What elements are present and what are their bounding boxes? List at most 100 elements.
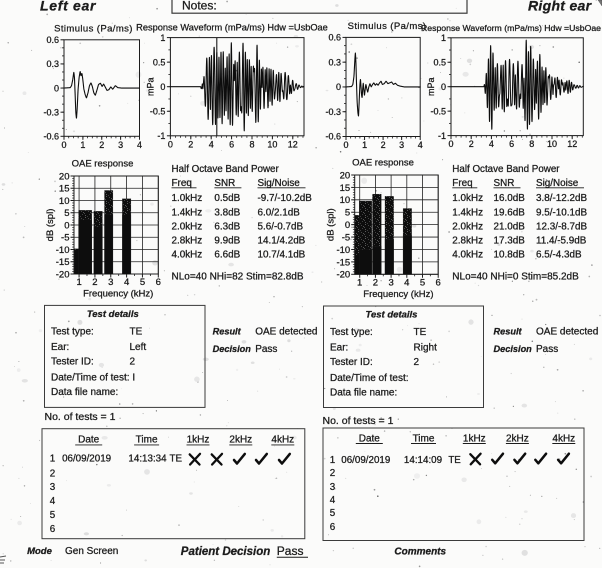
svg-text:Gen Screen: Gen Screen <box>65 546 118 557</box>
svg-text:15: 15 <box>59 184 70 195</box>
svg-text:14:14:09: 14:14:09 <box>404 455 442 466</box>
svg-text:dB (spl): dB (spl) <box>326 208 337 241</box>
svg-text:1kHz: 1kHz <box>463 433 486 444</box>
svg-text:1: 1 <box>76 277 81 288</box>
svg-text:2: 2 <box>50 468 55 479</box>
svg-text:16.0dB: 16.0dB <box>494 193 526 204</box>
svg-text:1: 1 <box>80 140 85 150</box>
svg-text:1: 1 <box>362 140 367 150</box>
svg-text:0: 0 <box>61 140 66 150</box>
svg-text:-10: -10 <box>336 245 350 256</box>
svg-text:4: 4 <box>404 277 409 288</box>
svg-text:6.0/2.1dB: 6.0/2.1dB <box>258 208 301 219</box>
svg-text:1: 1 <box>160 33 165 43</box>
svg-text:OAE response: OAE response <box>352 158 414 169</box>
svg-text:Half Octave Band Power: Half Octave Band Power <box>172 164 280 175</box>
svg-text:OAE response: OAE response <box>72 159 134 170</box>
svg-text:1kHz: 1kHz <box>187 435 210 446</box>
svg-text:19.6dB: 19.6dB <box>494 208 526 219</box>
svg-text:Frequency (kHz): Frequency (kHz) <box>83 289 153 300</box>
svg-text:15: 15 <box>340 183 351 194</box>
svg-text:Date/Time of test:: Date/Time of test: <box>330 373 409 384</box>
svg-text:2: 2 <box>414 357 420 368</box>
svg-text:10: 10 <box>340 195 351 206</box>
svg-text:0.6: 0.6 <box>46 35 59 45</box>
svg-text:1.4kHz: 1.4kHz <box>172 208 203 219</box>
svg-text:Result: Result <box>494 327 523 337</box>
svg-text:Test type:: Test type: <box>51 326 94 337</box>
svg-text:4: 4 <box>50 496 56 507</box>
svg-text:Half Octave Band Power: Half Octave Band Power <box>452 164 560 175</box>
svg-text:Notes:: Notes: <box>182 0 217 13</box>
svg-text:0.3: 0.3 <box>46 59 59 69</box>
svg-text:NLo=40 NHi=82 Stim=82.8dB: NLo=40 NHi=82 Stim=82.8dB <box>172 272 304 283</box>
svg-text:-15: -15 <box>56 257 70 268</box>
svg-text:mPa: mPa <box>145 77 155 96</box>
svg-text:21.0dB: 21.0dB <box>494 222 526 233</box>
svg-text:-0.5: -0.5 <box>150 107 166 117</box>
svg-text:2kHz: 2kHz <box>506 433 529 444</box>
svg-text:TE: TE <box>170 454 183 465</box>
svg-text:Sig/Noise: Sig/Noise <box>536 178 579 189</box>
svg-text:2.0kHz: 2.0kHz <box>452 222 483 233</box>
svg-text:dB (spl): dB (spl) <box>45 209 56 242</box>
svg-text:No. of tests = 1: No. of tests = 1 <box>45 411 116 423</box>
svg-text:0: 0 <box>448 139 453 149</box>
svg-text:Date: Date <box>78 435 100 446</box>
svg-text:4: 4 <box>137 140 142 150</box>
svg-text:20: 20 <box>59 171 70 182</box>
svg-text:mPa: mPa <box>426 77 436 96</box>
svg-text:5: 5 <box>140 277 145 288</box>
svg-text:OAE detected: OAE detected <box>536 327 598 338</box>
svg-text:2: 2 <box>469 139 474 149</box>
svg-text:3: 3 <box>330 482 336 493</box>
svg-text:1.0kHz: 1.0kHz <box>172 193 203 204</box>
svg-text:Sig/Noise: Sig/Noise <box>258 178 301 189</box>
svg-text:Date: Date <box>359 433 381 444</box>
svg-text:0: 0 <box>441 82 446 92</box>
svg-text:10.8dB: 10.8dB <box>494 250 526 261</box>
svg-text:-5: -5 <box>342 233 350 244</box>
svg-text:Ear:: Ear: <box>51 342 69 353</box>
svg-text:Patient Decision: Patient Decision <box>181 546 270 558</box>
svg-text:-0.5: -0.5 <box>430 106 446 116</box>
svg-text:0.5: 0.5 <box>153 57 166 67</box>
svg-text:20: 20 <box>340 170 351 181</box>
svg-text:6: 6 <box>156 277 161 288</box>
svg-text:1: 1 <box>357 277 362 288</box>
svg-text:Comments: Comments <box>394 547 446 558</box>
svg-text:TE: TE <box>448 455 461 466</box>
svg-text:4: 4 <box>209 139 214 149</box>
svg-text:-0.3: -0.3 <box>325 107 341 117</box>
svg-text:3: 3 <box>108 277 113 288</box>
svg-text:-0.6: -0.6 <box>43 132 59 142</box>
svg-text:4: 4 <box>418 140 423 150</box>
svg-text:10: 10 <box>59 196 70 207</box>
svg-text:0.3: 0.3 <box>328 57 341 67</box>
svg-text:Frequency (kHz): Frequency (kHz) <box>363 289 433 300</box>
svg-text:Time: Time <box>136 435 158 446</box>
svg-text:Result: Result <box>213 327 242 337</box>
svg-text:14:13:34: 14:13:34 <box>128 454 167 465</box>
svg-text:Freq: Freq <box>452 178 472 189</box>
svg-text:2.8kHz: 2.8kHz <box>452 236 483 247</box>
svg-text:17.3dB: 17.3dB <box>494 236 526 247</box>
svg-text:5: 5 <box>420 277 425 288</box>
svg-text:11.4/-5.9dB: 11.4/-5.9dB <box>536 236 587 247</box>
svg-text:NLo=40 NHi=0 Stim=85.2dB: NLo=40 NHi=0 Stim=85.2dB <box>452 272 579 283</box>
svg-text:3: 3 <box>118 140 123 150</box>
svg-text:TE: TE <box>414 327 427 338</box>
svg-text:5: 5 <box>330 508 336 519</box>
svg-text:4: 4 <box>124 277 129 288</box>
svg-text:10.7/4.1dB: 10.7/4.1dB <box>258 250 306 261</box>
svg-text:9.9dB: 9.9dB <box>214 236 240 247</box>
svg-text:2: 2 <box>92 277 97 288</box>
svg-text:No. of tests = 1: No. of tests = 1 <box>323 415 394 427</box>
svg-text:8: 8 <box>529 139 534 149</box>
svg-text:SNR: SNR <box>494 178 515 189</box>
svg-text:2kHz: 2kHz <box>229 435 252 446</box>
svg-text:SNR: SNR <box>214 178 235 189</box>
svg-text:2: 2 <box>373 277 378 288</box>
svg-text:14.1/4.2dB: 14.1/4.2dB <box>258 236 306 247</box>
svg-text:6: 6 <box>436 277 441 288</box>
